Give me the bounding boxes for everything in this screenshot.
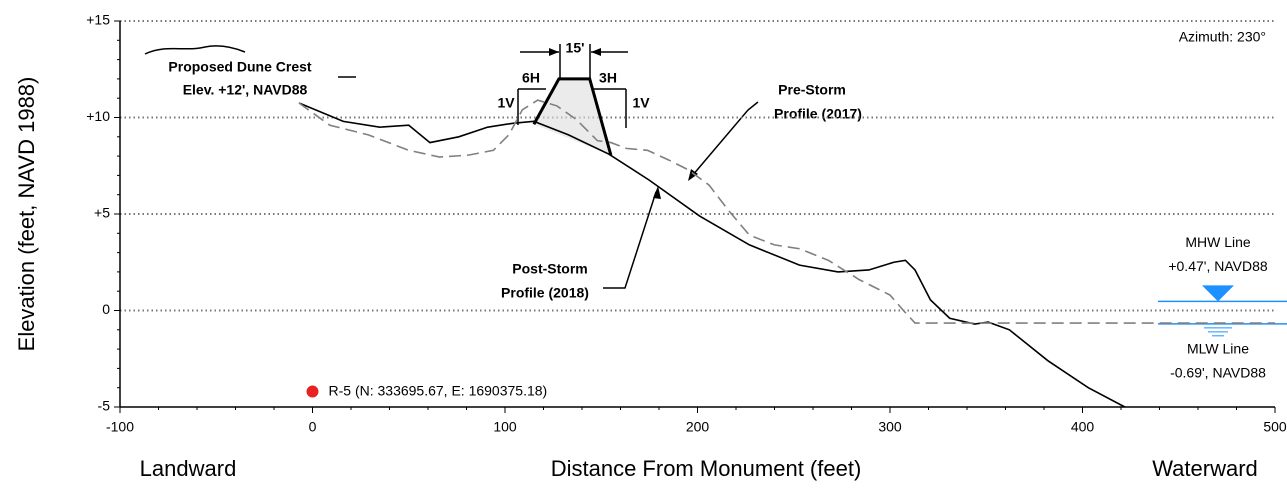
annotation-lines: [144, 44, 759, 289]
annotation: Profile (2018): [501, 285, 589, 301]
x-tick-label: -100: [106, 419, 134, 435]
profile-line: [298, 102, 1126, 408]
y-tick-label: 0: [102, 301, 110, 317]
annotation: Proposed Dune Crest: [168, 59, 311, 75]
water-symbol: [1202, 285, 1234, 302]
annotation: 3H: [599, 70, 617, 86]
x-tick-label: 0: [309, 419, 317, 435]
arrowheads: [549, 48, 698, 199]
annotation: Pre-Storm: [778, 82, 846, 98]
arrowhead: [688, 169, 698, 181]
annotation: Post-Storm: [512, 261, 587, 277]
y-tick-label: -5: [98, 398, 111, 414]
annotation: Elev. +12', NAVD88: [183, 82, 308, 98]
arrowhead: [653, 186, 661, 199]
crest-mark: [144, 45, 246, 55]
y-tick-label: +10: [86, 108, 110, 124]
x-tick-label: 300: [878, 419, 902, 435]
arrowhead: [549, 48, 559, 56]
azimuth: Azimuth: 230°: [1179, 29, 1266, 45]
x-tick-label: 400: [1071, 419, 1095, 435]
annotation: Profile (2017): [774, 106, 862, 122]
x-tick-label: 200: [686, 419, 710, 435]
annotation: 6H: [522, 70, 540, 86]
water-label: +0.47', NAVD88: [1168, 258, 1268, 274]
y-tick-label: +15: [86, 12, 110, 28]
x-axis-label: Distance From Monument (feet): [551, 456, 862, 481]
annotation: 1V: [632, 95, 650, 111]
waterward-label: Waterward: [1152, 456, 1258, 481]
leader: [603, 191, 657, 289]
landward-label: Landward: [140, 456, 237, 481]
y-tick-label: +5: [94, 205, 110, 221]
monument-label: R-5 (N: 333695.67, E: 1690375.18): [329, 382, 548, 398]
annotation: 1V: [497, 95, 515, 111]
leader: [691, 101, 759, 177]
monument: [306, 385, 319, 398]
arrowhead: [591, 48, 601, 56]
profile-line: [298, 99, 1275, 324]
x-tick-label: 100: [493, 419, 517, 435]
x-tick-label: 500: [1263, 419, 1287, 435]
water-label: MHW Line: [1185, 234, 1251, 250]
water-label: -0.69', NAVD88: [1170, 365, 1266, 381]
water-label: MLW Line: [1187, 341, 1249, 357]
dune-template: [532, 77, 613, 156]
y-axis-label: Elevation (feet, NAVD 1988): [14, 77, 39, 352]
annotation: 15': [566, 40, 585, 56]
